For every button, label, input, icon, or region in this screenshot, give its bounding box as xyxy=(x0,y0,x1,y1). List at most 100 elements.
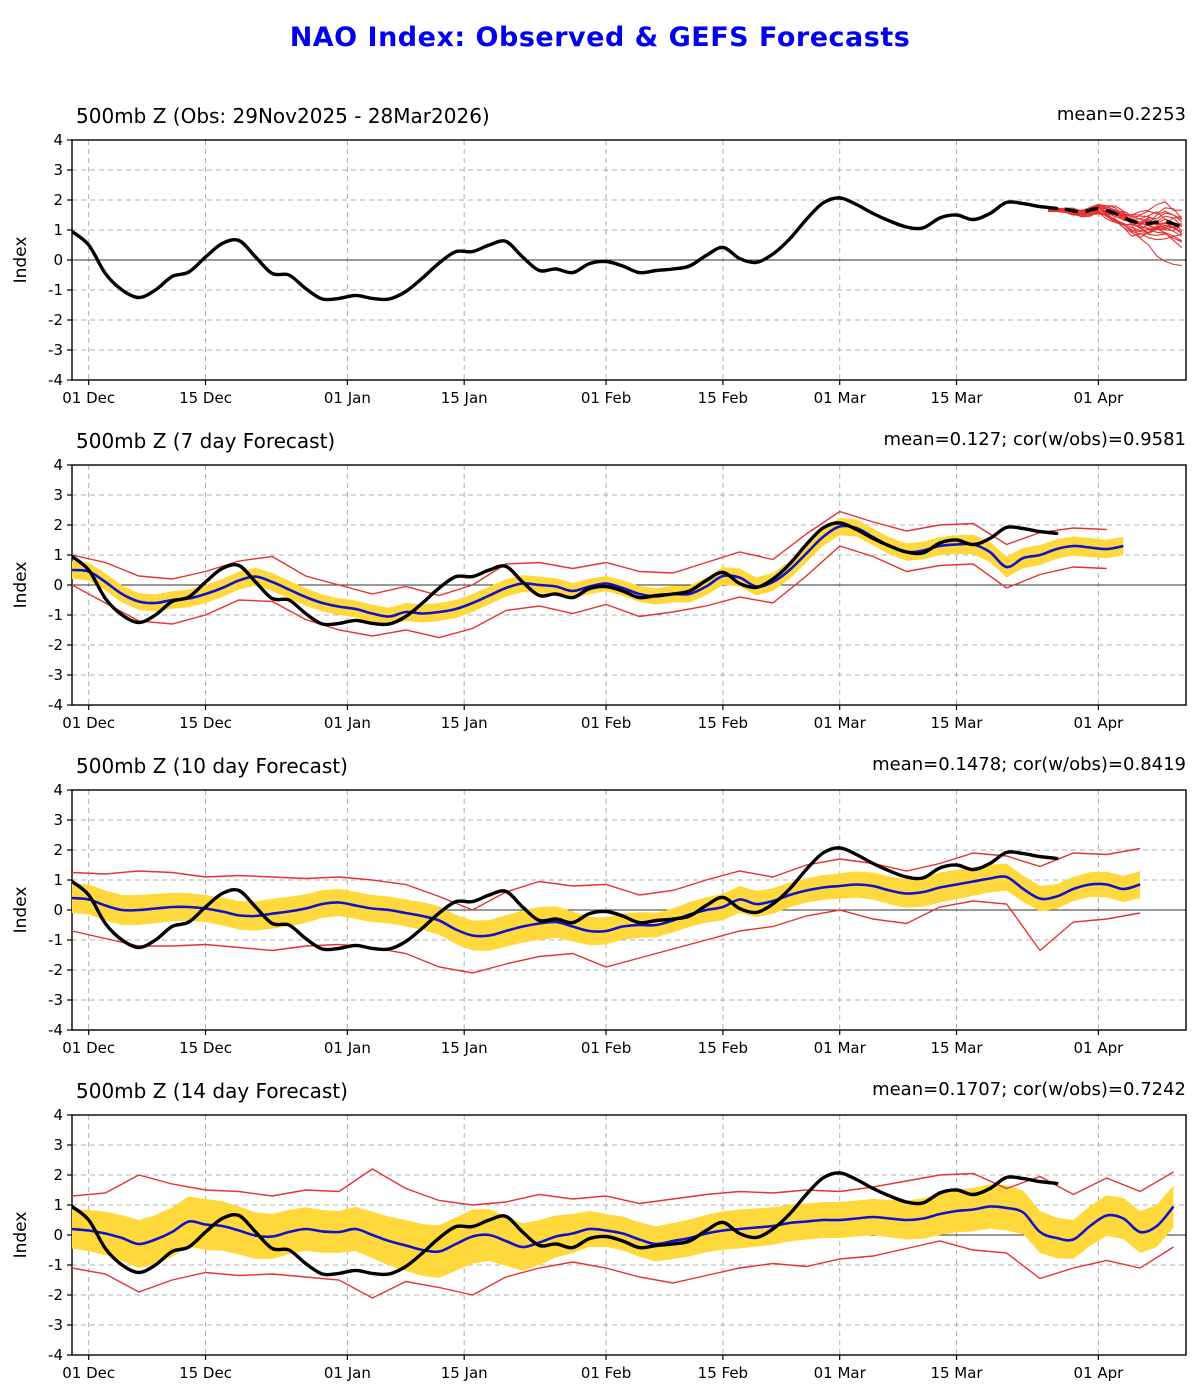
y-tick-label: 4 xyxy=(53,456,63,474)
x-tick-label: 01 Mar xyxy=(814,1364,867,1382)
panel-series-2 xyxy=(72,846,1141,974)
x-tick-label: 01 Dec xyxy=(62,1364,115,1382)
envelope-upper-line xyxy=(72,847,1141,911)
y-tick-label: 3 xyxy=(53,161,63,179)
x-tick-label: 15 Mar xyxy=(930,389,983,407)
y-tick-label: -1 xyxy=(48,281,63,299)
y-tick-label: 0 xyxy=(53,251,63,269)
panel-10day-stats: mean=0.1478; cor(w/obs)=0.8419 xyxy=(872,754,1186,775)
panel-14day-header: 500mb Z (14 day Forecast) mean=0.1707; c… xyxy=(0,1079,1200,1107)
y-tick-label: 1 xyxy=(53,546,63,564)
envelope-lower-line xyxy=(72,1240,1174,1299)
y-tick-label: 3 xyxy=(53,486,63,504)
y-axis-label: Index xyxy=(11,237,31,284)
x-tick-label: 01 Feb xyxy=(581,1039,631,1057)
panel-14day-title: 500mb Z (14 day Forecast) xyxy=(76,1079,348,1103)
panel-10day-header: 500mb Z (10 day Forecast) mean=0.1478; c… xyxy=(0,754,1200,782)
y-tick-label: -2 xyxy=(48,961,63,979)
x-tick-label: 01 Dec xyxy=(62,389,115,407)
y-tick-label: -2 xyxy=(48,311,63,329)
y-tick-label: -3 xyxy=(48,341,63,359)
panel-axes-0: 01 Dec 15 Dec 01 Jan 15 Jan 01 Feb 15 Feb 01 M… xyxy=(11,131,1187,407)
observed-line xyxy=(72,1171,1059,1277)
x-tick-label: 01 Mar xyxy=(814,1039,867,1057)
y-tick-label: 4 xyxy=(53,131,63,149)
panel-series-1 xyxy=(72,510,1124,639)
x-tick-label: 01 Apr xyxy=(1073,389,1124,407)
y-tick-label: 3 xyxy=(53,811,63,829)
y-tick-label: -1 xyxy=(48,606,63,624)
y-tick-label: -3 xyxy=(48,991,63,1009)
panel-obs-stats: mean=0.2253 xyxy=(1056,104,1186,125)
y-tick-label: -4 xyxy=(48,371,63,389)
envelope-lower-line xyxy=(72,900,1141,974)
y-tick-label: -3 xyxy=(48,666,63,684)
x-tick-label: 15 Mar xyxy=(930,714,983,732)
x-tick-label: 15 Mar xyxy=(930,1364,983,1382)
forecast-mean-line xyxy=(72,875,1141,938)
x-tick-label: 15 Mar xyxy=(930,1039,983,1057)
x-tick-label: 01 Mar xyxy=(814,389,867,407)
panel-series-3 xyxy=(72,1168,1175,1299)
y-tick-label: -4 xyxy=(48,696,63,714)
x-tick-label: 01 Apr xyxy=(1073,1039,1124,1057)
y-tick-label: 2 xyxy=(53,516,63,534)
y-tick-label: -2 xyxy=(48,1286,63,1304)
y-axis-label: Index xyxy=(11,887,31,934)
x-tick-label: 15 Feb xyxy=(698,1039,748,1057)
figure-title: NAO Index: Observed & GEFS Forecasts xyxy=(289,22,911,53)
y-axis-label: Index xyxy=(11,562,31,609)
y-tick-label: 1 xyxy=(53,221,63,239)
y-tick-label: -4 xyxy=(48,1021,63,1039)
x-tick-label: 15 Jan xyxy=(441,389,488,407)
x-tick-label: 15 Jan xyxy=(441,1039,488,1057)
observed-line xyxy=(72,521,1059,627)
envelope-lower-line xyxy=(72,545,1107,639)
y-tick-label: -1 xyxy=(48,931,63,949)
x-tick-label: 01 Feb xyxy=(581,389,631,407)
y-tick-label: 0 xyxy=(53,901,63,919)
y-tick-label: 1 xyxy=(53,871,63,889)
y-tick-label: 1 xyxy=(53,1196,63,1214)
panel-obs-title: 500mb Z (Obs: 29Nov2025 - 28Mar2026) xyxy=(76,104,490,128)
y-tick-label: -1 xyxy=(48,1256,63,1274)
x-tick-label: 01 Jan xyxy=(324,714,371,732)
panel-7day-stats: mean=0.127; cor(w/obs)=0.9581 xyxy=(883,429,1186,450)
y-tick-label: 2 xyxy=(53,1166,63,1184)
x-tick-label: 15 Dec xyxy=(179,1039,232,1057)
x-tick-label: 01 Jan xyxy=(324,389,371,407)
x-tick-label: 15 Feb xyxy=(698,1364,748,1382)
x-tick-label: 15 Jan xyxy=(441,714,488,732)
x-tick-label: 01 Apr xyxy=(1073,714,1124,732)
x-tick-label: 01 Mar xyxy=(814,714,867,732)
y-tick-label: 2 xyxy=(53,191,63,209)
envelope-upper-line xyxy=(72,510,1107,597)
panel-axes-3: 01 Dec 15 Dec 01 Jan 15 Jan 01 Feb 15 Feb 01 M… xyxy=(11,1106,1187,1382)
x-tick-label: 01 Dec xyxy=(62,1039,115,1057)
x-tick-label: 01 Dec xyxy=(62,714,115,732)
y-tick-label: -4 xyxy=(48,1346,63,1364)
x-tick-label: 15 Dec xyxy=(179,389,232,407)
ensemble-spread-band xyxy=(72,1184,1174,1278)
observed-line xyxy=(72,196,1059,302)
panel-14day-stats: mean=0.1707; cor(w/obs)=0.7242 xyxy=(872,1079,1186,1100)
panel-7day-header: 500mb Z (7 day Forecast) mean=0.127; cor… xyxy=(0,429,1200,457)
forecast-mean-line xyxy=(72,1205,1175,1254)
ensemble-spread-band xyxy=(72,517,1124,626)
y-axis-label: Index xyxy=(11,1212,31,1259)
y-tick-label: 4 xyxy=(53,1106,63,1124)
x-tick-label: 15 Jan xyxy=(441,1364,488,1382)
y-tick-label: 0 xyxy=(53,576,63,594)
panel-obs-header: 500mb Z (Obs: 29Nov2025 - 28Mar2026) mea… xyxy=(0,104,1200,132)
x-tick-label: 01 Jan xyxy=(324,1364,371,1382)
envelope-upper-line xyxy=(72,1168,1174,1206)
x-tick-label: 15 Dec xyxy=(179,714,232,732)
x-tick-label: 01 Feb xyxy=(581,714,631,732)
observed-line xyxy=(72,846,1059,952)
y-tick-label: 4 xyxy=(53,781,63,799)
panel-series-0 xyxy=(72,196,1183,302)
panel-10day-title: 500mb Z (10 day Forecast) xyxy=(76,754,348,778)
y-tick-label: 3 xyxy=(53,1136,63,1154)
y-tick-label: 0 xyxy=(53,1226,63,1244)
